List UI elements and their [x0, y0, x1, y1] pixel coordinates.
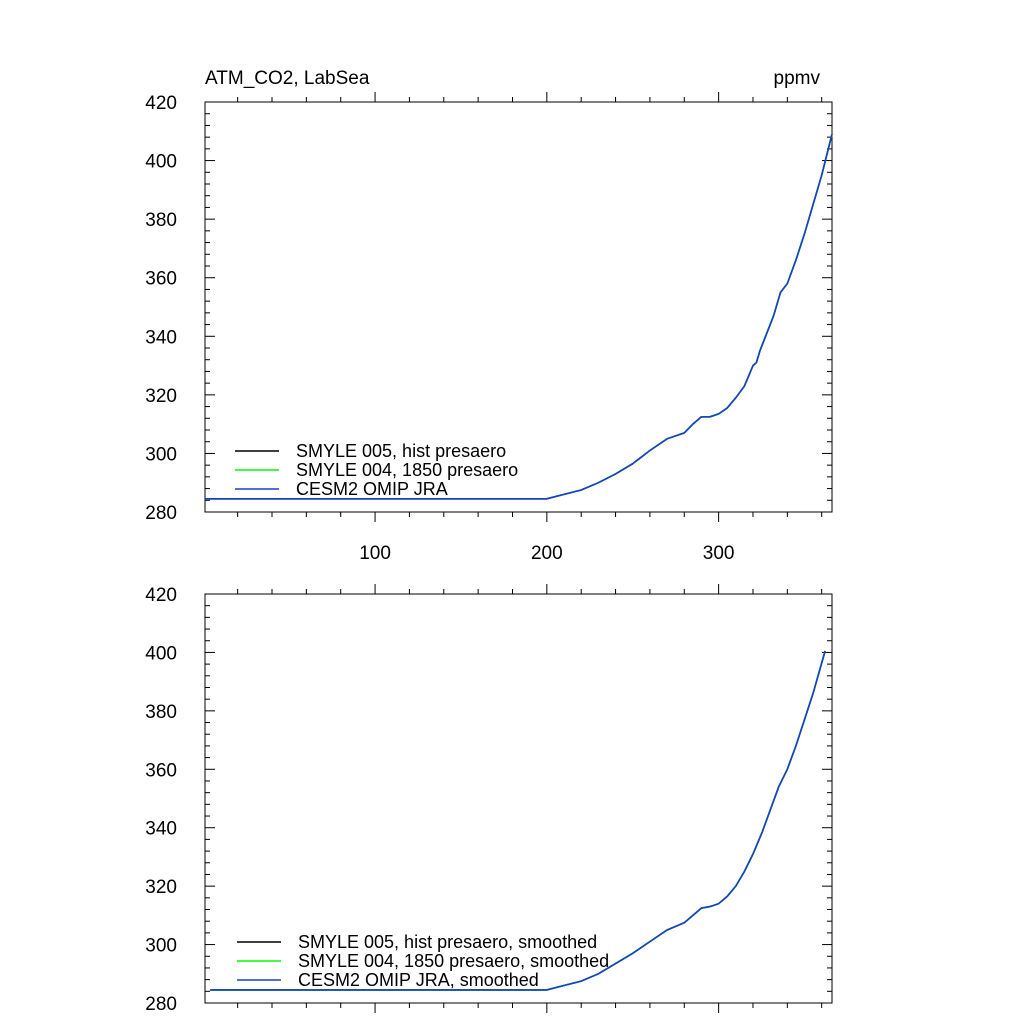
plot-frame [204, 593, 833, 1004]
panel-top: 280 300 320 340 360 380 400 420 100 200 300 SMYLE 0… [145, 92, 833, 564]
series-line [205, 134, 833, 500]
legend-label: CESM2 OMIP JRA [296, 479, 448, 499]
y-tick-label: 360 [145, 760, 177, 781]
y-tick-label: 280 [145, 994, 177, 1015]
series-line [210, 650, 826, 991]
legend-label: SMYLE 005, hist presaero [296, 441, 506, 461]
x-tick-label: 200 [531, 543, 563, 564]
y-tick-label: 380 [145, 210, 177, 231]
y-tick-label: 380 [145, 702, 177, 723]
x-tick-label: 300 [703, 543, 735, 564]
plot-frame [204, 101, 833, 513]
y-tick-label: 340 [145, 819, 177, 840]
legend-label: SMYLE 004, 1850 presaero, smoothed [298, 951, 609, 971]
plot-title: ATM_CO2, LabSea [205, 68, 370, 89]
y-tick-label: 400 [145, 152, 177, 173]
y-tick-label: 360 [145, 269, 177, 290]
legend-label: SMYLE 004, 1850 presaero [296, 460, 518, 480]
legend-label: CESM2 OMIP JRA, smoothed [298, 970, 539, 990]
y-tick-label: 420 [145, 93, 177, 114]
y-tick-label: 280 [145, 503, 177, 524]
legend-label: SMYLE 005, hist presaero, smoothed [298, 932, 597, 952]
y-tick-label: 320 [145, 386, 177, 407]
y-tick-label: 300 [145, 444, 177, 465]
x-tick-label: 100 [359, 543, 391, 564]
y-tick-label: 300 [145, 936, 177, 957]
y-tick-label: 340 [145, 327, 177, 348]
units-label: ppmv [774, 68, 821, 89]
y-tick-label: 400 [145, 643, 177, 664]
y-tick-label: 420 [145, 585, 177, 606]
y-tick-label: 320 [145, 877, 177, 898]
panel-bottom: 280 300 320 340 360 380 400 420 SMYLE 005, hist … [145, 584, 833, 1015]
